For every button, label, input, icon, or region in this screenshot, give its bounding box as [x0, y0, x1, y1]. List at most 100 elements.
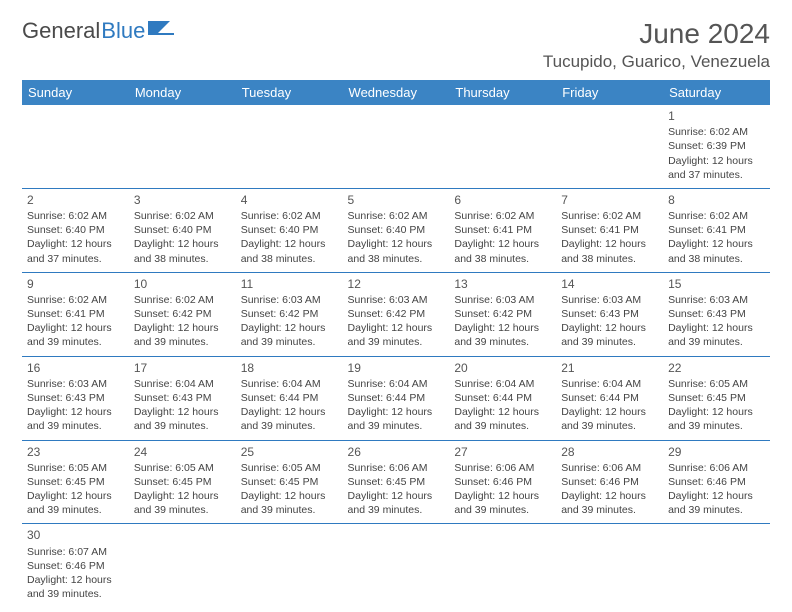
sunset-line: Sunset: 6:39 PM [668, 139, 765, 153]
sunset-line: Sunset: 6:44 PM [454, 391, 551, 405]
calendar-cell: 2Sunrise: 6:02 AMSunset: 6:40 PMDaylight… [22, 188, 129, 272]
day-number: 30 [27, 527, 124, 543]
sunset-line: Sunset: 6:46 PM [454, 475, 551, 489]
sunset-line: Sunset: 6:40 PM [134, 223, 231, 237]
calendar-cell [129, 105, 236, 188]
sunrise-line: Sunrise: 6:03 AM [668, 293, 765, 307]
daylight-line: Daylight: 12 hours and 39 minutes. [27, 489, 124, 517]
daylight-line: Daylight: 12 hours and 39 minutes. [454, 489, 551, 517]
calendar-cell: 28Sunrise: 6:06 AMSunset: 6:46 PMDayligh… [556, 440, 663, 524]
daylight-line: Daylight: 12 hours and 39 minutes. [348, 405, 445, 433]
sunset-line: Sunset: 6:45 PM [668, 391, 765, 405]
calendar-cell: 7Sunrise: 6:02 AMSunset: 6:41 PMDaylight… [556, 188, 663, 272]
day-number: 10 [134, 276, 231, 292]
daylight-line: Daylight: 12 hours and 38 minutes. [241, 237, 338, 265]
calendar-cell [236, 105, 343, 188]
sunset-line: Sunset: 6:44 PM [561, 391, 658, 405]
day-number: 4 [241, 192, 338, 208]
calendar-cell: 16Sunrise: 6:03 AMSunset: 6:43 PMDayligh… [22, 356, 129, 440]
sunrise-line: Sunrise: 6:06 AM [668, 461, 765, 475]
sunset-line: Sunset: 6:43 PM [134, 391, 231, 405]
sunset-line: Sunset: 6:46 PM [27, 559, 124, 573]
day-number: 26 [348, 444, 445, 460]
day-header: Monday [129, 80, 236, 105]
sunset-line: Sunset: 6:43 PM [561, 307, 658, 321]
sunrise-line: Sunrise: 6:05 AM [134, 461, 231, 475]
day-header: Thursday [449, 80, 556, 105]
sunrise-line: Sunrise: 6:02 AM [348, 209, 445, 223]
sunset-line: Sunset: 6:44 PM [241, 391, 338, 405]
sunrise-line: Sunrise: 6:02 AM [561, 209, 658, 223]
calendar-row: 30Sunrise: 6:07 AMSunset: 6:46 PMDayligh… [22, 524, 770, 607]
sunrise-line: Sunrise: 6:02 AM [668, 125, 765, 139]
location: Tucupido, Guarico, Venezuela [543, 52, 770, 72]
sunset-line: Sunset: 6:40 PM [348, 223, 445, 237]
sunrise-line: Sunrise: 6:03 AM [348, 293, 445, 307]
calendar-row: 9Sunrise: 6:02 AMSunset: 6:41 PMDaylight… [22, 272, 770, 356]
daylight-line: Daylight: 12 hours and 39 minutes. [134, 405, 231, 433]
day-number: 6 [454, 192, 551, 208]
sunrise-line: Sunrise: 6:06 AM [454, 461, 551, 475]
header: GeneralBlue June 2024 Tucupido, Guarico,… [22, 18, 770, 72]
sunrise-line: Sunrise: 6:04 AM [561, 377, 658, 391]
calendar-cell [556, 105, 663, 188]
daylight-line: Daylight: 12 hours and 39 minutes. [348, 321, 445, 349]
sunset-line: Sunset: 6:42 PM [241, 307, 338, 321]
sunset-line: Sunset: 6:45 PM [241, 475, 338, 489]
daylight-line: Daylight: 12 hours and 39 minutes. [241, 405, 338, 433]
day-number: 5 [348, 192, 445, 208]
sunrise-line: Sunrise: 6:05 AM [668, 377, 765, 391]
daylight-line: Daylight: 12 hours and 38 minutes. [134, 237, 231, 265]
sunset-line: Sunset: 6:41 PM [668, 223, 765, 237]
logo-text-2: Blue [101, 18, 145, 44]
day-number: 20 [454, 360, 551, 376]
calendar-cell: 19Sunrise: 6:04 AMSunset: 6:44 PMDayligh… [343, 356, 450, 440]
calendar-row: 2Sunrise: 6:02 AMSunset: 6:40 PMDaylight… [22, 188, 770, 272]
day-number: 25 [241, 444, 338, 460]
daylight-line: Daylight: 12 hours and 39 minutes. [561, 405, 658, 433]
day-number: 24 [134, 444, 231, 460]
day-number: 2 [27, 192, 124, 208]
calendar-cell [236, 524, 343, 607]
day-number: 22 [668, 360, 765, 376]
daylight-line: Daylight: 12 hours and 39 minutes. [561, 489, 658, 517]
sunrise-line: Sunrise: 6:02 AM [134, 209, 231, 223]
sunrise-line: Sunrise: 6:03 AM [241, 293, 338, 307]
calendar-cell: 11Sunrise: 6:03 AMSunset: 6:42 PMDayligh… [236, 272, 343, 356]
sunset-line: Sunset: 6:46 PM [668, 475, 765, 489]
day-number: 8 [668, 192, 765, 208]
sunrise-line: Sunrise: 6:02 AM [134, 293, 231, 307]
day-number: 23 [27, 444, 124, 460]
day-header: Tuesday [236, 80, 343, 105]
calendar-cell: 18Sunrise: 6:04 AMSunset: 6:44 PMDayligh… [236, 356, 343, 440]
calendar-cell: 29Sunrise: 6:06 AMSunset: 6:46 PMDayligh… [663, 440, 770, 524]
sunset-line: Sunset: 6:40 PM [27, 223, 124, 237]
day-number: 16 [27, 360, 124, 376]
day-header: Wednesday [343, 80, 450, 105]
logo: GeneralBlue [22, 18, 174, 44]
calendar-cell: 30Sunrise: 6:07 AMSunset: 6:46 PMDayligh… [22, 524, 129, 607]
calendar-cell: 8Sunrise: 6:02 AMSunset: 6:41 PMDaylight… [663, 188, 770, 272]
calendar-row: 16Sunrise: 6:03 AMSunset: 6:43 PMDayligh… [22, 356, 770, 440]
calendar-table: SundayMondayTuesdayWednesdayThursdayFrid… [22, 80, 770, 607]
daylight-line: Daylight: 12 hours and 39 minutes. [454, 321, 551, 349]
daylight-line: Daylight: 12 hours and 39 minutes. [27, 573, 124, 601]
sunset-line: Sunset: 6:41 PM [561, 223, 658, 237]
calendar-cell [663, 524, 770, 607]
sunrise-line: Sunrise: 6:02 AM [668, 209, 765, 223]
day-number: 7 [561, 192, 658, 208]
sunset-line: Sunset: 6:46 PM [561, 475, 658, 489]
day-number: 18 [241, 360, 338, 376]
daylight-line: Daylight: 12 hours and 38 minutes. [348, 237, 445, 265]
daylight-line: Daylight: 12 hours and 37 minutes. [668, 154, 765, 182]
day-number: 19 [348, 360, 445, 376]
daylight-line: Daylight: 12 hours and 39 minutes. [561, 321, 658, 349]
sunset-line: Sunset: 6:45 PM [27, 475, 124, 489]
daylight-line: Daylight: 12 hours and 39 minutes. [348, 489, 445, 517]
calendar-cell: 13Sunrise: 6:03 AMSunset: 6:42 PMDayligh… [449, 272, 556, 356]
day-number: 14 [561, 276, 658, 292]
sunrise-line: Sunrise: 6:02 AM [27, 293, 124, 307]
calendar-cell: 6Sunrise: 6:02 AMSunset: 6:41 PMDaylight… [449, 188, 556, 272]
sunrise-line: Sunrise: 6:04 AM [241, 377, 338, 391]
day-number: 29 [668, 444, 765, 460]
